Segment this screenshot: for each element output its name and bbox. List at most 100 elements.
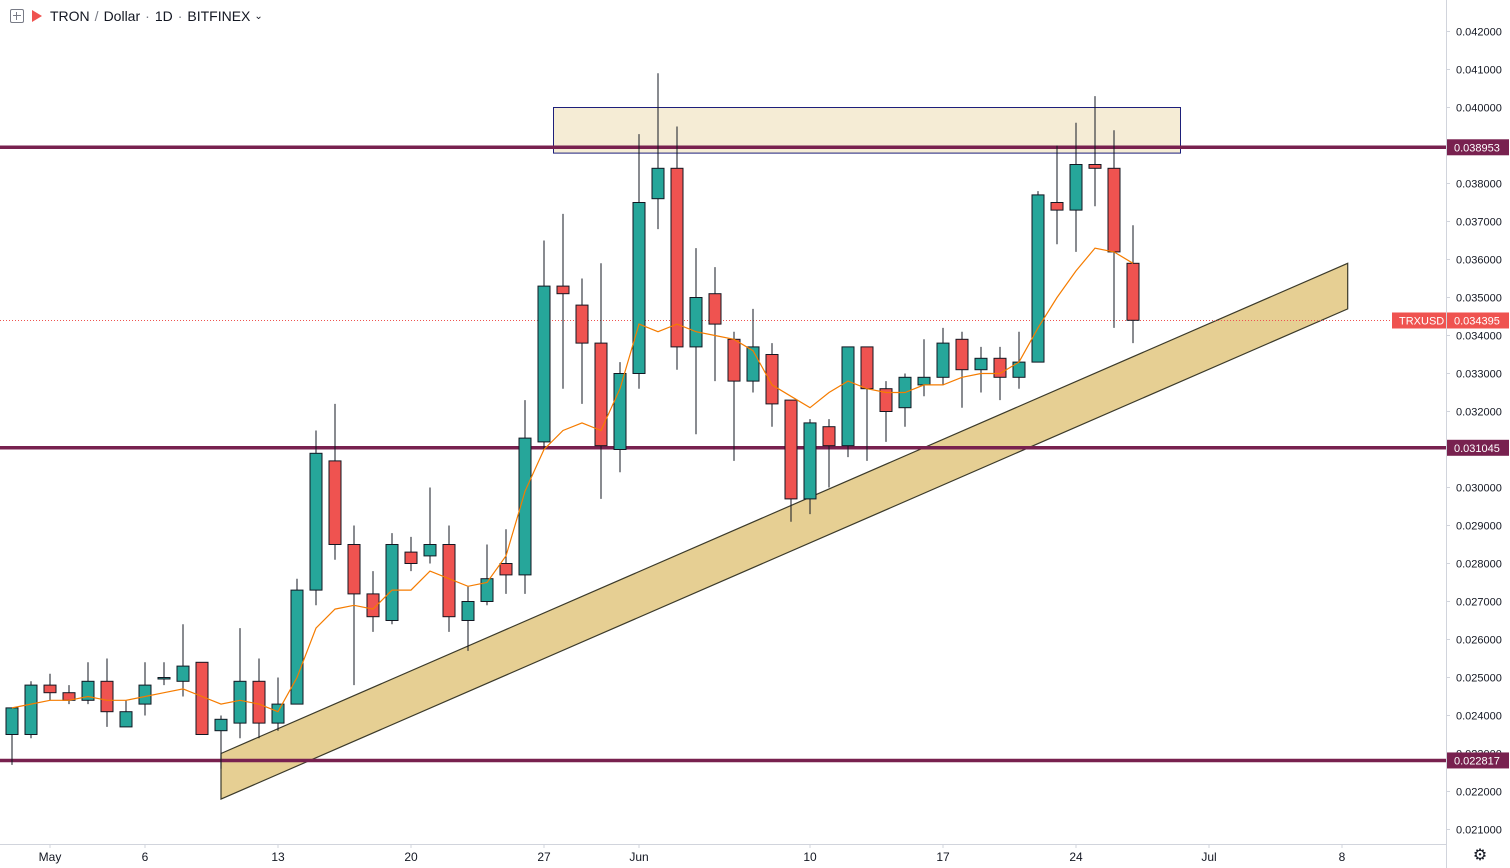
x-tick-label: 27 <box>537 850 551 864</box>
candle <box>594 263 608 499</box>
candle <box>100 658 114 727</box>
candle-body <box>917 376 931 386</box>
candle <box>233 628 247 739</box>
candle-body <box>822 426 836 447</box>
candle <box>5 707 19 765</box>
chart-header: TRON / Dollar · 1D · BITFINEX ⌄ <box>10 6 263 26</box>
sma-line <box>11 247 1134 713</box>
candle-body <box>670 167 684 348</box>
y-tick-label: 0.021000 <box>1456 825 1502 837</box>
y-tick-label: 0.038000 <box>1456 179 1502 191</box>
candle-body <box>993 357 1007 378</box>
x-tick-label: Jun <box>629 850 648 864</box>
candle-body <box>765 354 779 405</box>
candle-body <box>803 422 817 500</box>
level-label-bg-1 <box>1447 439 1509 456</box>
x-tick-label: May <box>39 850 62 864</box>
plot-area <box>0 73 1446 801</box>
y-tick-label: 0.034000 <box>1456 331 1502 343</box>
candle <box>271 677 285 731</box>
candle <box>936 327 950 385</box>
candle-body <box>119 711 133 728</box>
interval-label[interactable]: 1D <box>154 8 173 24</box>
gear-icon[interactable]: ⚙ <box>1472 847 1488 864</box>
candle-body <box>1088 164 1102 169</box>
y-tick-label: 0.028000 <box>1456 559 1502 571</box>
candle <box>480 544 494 606</box>
candle <box>499 529 513 594</box>
candle <box>575 278 589 404</box>
symbol-name[interactable]: TRON <box>50 8 90 24</box>
candle-body <box>727 338 741 382</box>
candle <box>917 339 931 397</box>
level-label-bg-2 <box>1447 752 1509 769</box>
candle <box>651 73 665 230</box>
x-tick-label: Jul <box>1201 850 1216 864</box>
dot-separator-2: · <box>177 8 183 24</box>
y-tick-label: 0.022000 <box>1456 787 1502 799</box>
x-tick-label: 6 <box>142 850 149 864</box>
candle <box>461 586 475 651</box>
currency-name[interactable]: Dollar <box>103 8 141 24</box>
symbol-flag-icon <box>32 10 42 22</box>
compare-plus-icon[interactable] <box>10 9 24 23</box>
candle <box>309 430 323 606</box>
candle-body <box>328 460 342 545</box>
candle-body <box>157 677 171 680</box>
candle-body <box>974 357 988 371</box>
candle-body <box>613 373 627 450</box>
candle <box>43 673 57 701</box>
candle <box>290 578 304 705</box>
chevron-down-icon[interactable]: ⌄ <box>254 10 263 22</box>
candle-body <box>214 718 228 732</box>
level-label-1: 0.031045 <box>1454 443 1500 455</box>
candle <box>1031 191 1045 363</box>
candle-body <box>594 342 608 447</box>
candle-body <box>537 285 551 443</box>
level-label-2: 0.022817 <box>1454 755 1500 767</box>
candle-body <box>1126 262 1140 321</box>
candle-body <box>746 346 760 382</box>
candle-body <box>518 437 532 576</box>
candle-body <box>480 578 494 603</box>
candle-body <box>1050 202 1064 211</box>
candle <box>613 362 627 473</box>
candle <box>1107 130 1121 328</box>
candle-body <box>1069 164 1083 211</box>
candle-body <box>138 684 152 705</box>
y-tick-label: 0.036000 <box>1456 255 1502 267</box>
candle <box>670 126 684 370</box>
candle <box>765 343 779 427</box>
candle-body <box>879 388 893 413</box>
exchange-label[interactable]: BITFINEX <box>187 8 251 24</box>
x-tick-label: 20 <box>404 850 418 864</box>
y-tick-label: 0.026000 <box>1456 635 1502 647</box>
candle-body <box>1031 194 1045 363</box>
candle-body <box>632 202 646 374</box>
candle <box>898 373 912 427</box>
candle <box>708 267 722 382</box>
candle <box>727 331 741 461</box>
y-tick-label: 0.043000 <box>1456 0 1502 1</box>
candle-body <box>860 346 874 390</box>
candle-body <box>708 293 722 325</box>
candle <box>138 662 152 716</box>
dot-separator-1: · <box>145 8 150 24</box>
candle-body <box>5 707 19 736</box>
candle-body <box>404 551 418 564</box>
x-tick-label: 10 <box>803 850 817 864</box>
candle-body <box>841 346 855 447</box>
candle <box>328 403 342 560</box>
candle <box>689 248 703 435</box>
candle <box>784 399 798 522</box>
candle-body <box>651 167 665 200</box>
candle <box>955 331 969 408</box>
candle-body <box>423 544 437 557</box>
candle <box>423 487 437 564</box>
trend-channel-band <box>220 262 1349 801</box>
candle <box>195 661 209 735</box>
candle <box>841 346 855 458</box>
candle-body <box>347 544 361 595</box>
candle-body <box>575 304 589 344</box>
